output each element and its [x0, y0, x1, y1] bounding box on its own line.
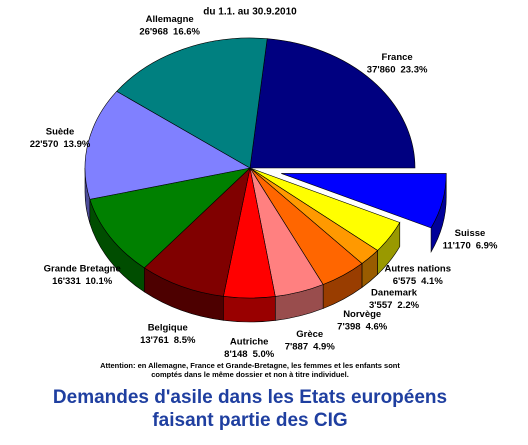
value-label: 26'968	[139, 26, 168, 37]
slice-side	[223, 295, 276, 323]
value-label: 16'331	[52, 275, 81, 286]
slice-name: Suisse	[455, 228, 486, 239]
slice	[143, 167, 251, 297]
note: Attention: en Allemagne, France et Grand…	[100, 361, 400, 370]
chart-title: faisant partie des CIG	[152, 410, 347, 431]
value-label: 11'170	[443, 240, 471, 251]
value-label: 13'761	[140, 334, 169, 345]
percentage-label: 5.0%	[253, 349, 275, 360]
value-label: 8'148	[224, 349, 247, 360]
slice-value: 26'968 16.6%	[139, 26, 200, 37]
percentage-label: 2.2%	[397, 300, 419, 311]
slice-value: 7'887 4.9%	[285, 341, 336, 352]
slice	[84, 90, 251, 200]
slice	[249, 38, 416, 169]
note: comptés dans le même dossier et non à ti…	[151, 370, 349, 379]
percentage-label: 8.5%	[174, 334, 196, 345]
value-label: 7'398	[337, 321, 360, 332]
slice-name: France	[382, 52, 413, 63]
slice-value: 3'557 2.2%	[369, 300, 420, 311]
percentage-label: 4.6%	[366, 321, 388, 332]
slice-name: Norvège	[343, 309, 381, 320]
chart-title: Demandes d'asile dans les Etats européen…	[53, 387, 447, 408]
slice	[116, 37, 268, 169]
slice-value: 37'860 23.3%	[367, 64, 428, 75]
value-label: 7'887	[285, 341, 308, 352]
slice-name: Grande Bretagne	[44, 263, 121, 274]
percentage-label: 6.9%	[476, 240, 498, 251]
slice-name: Grèce	[296, 329, 323, 340]
slice	[281, 173, 447, 229]
percentage-label: 10.1%	[85, 275, 112, 286]
value-label: 6'575	[393, 275, 417, 286]
slice-value: 22'570 13.9%	[30, 138, 91, 149]
percentage-label: 23.3%	[400, 64, 427, 75]
slice-value: 8'148 5.0%	[224, 349, 275, 360]
slice-value: 6'575 4.1%	[393, 275, 444, 286]
value-label: 22'570	[30, 138, 59, 149]
value-label: 3'557	[369, 300, 392, 311]
slice-name: Danemark	[371, 288, 418, 299]
slice-value: 7'398 4.6%	[337, 321, 388, 332]
slice-name: Belgique	[148, 322, 188, 333]
slice-value: 13'761 8.5%	[140, 334, 196, 345]
value-label: 37'860	[367, 64, 396, 75]
slice-value: 16'331 10.1%	[52, 275, 113, 286]
slice-name: Suède	[46, 126, 75, 137]
percentage-label: 4.1%	[421, 275, 443, 286]
slice-name: Autres nations	[385, 263, 452, 274]
percentage-label: 16.6%	[173, 26, 200, 37]
percentage-label: 4.9%	[313, 341, 335, 352]
percentage-label: 13.9%	[63, 138, 90, 149]
slice-name: Autriche	[230, 337, 269, 348]
slice-name: Allemagne	[146, 14, 194, 25]
chart-subtitle: du 1.1. au 30.9.2010	[203, 7, 297, 18]
slice	[89, 167, 251, 269]
slice-value: 11'170 6.9%	[443, 240, 498, 251]
